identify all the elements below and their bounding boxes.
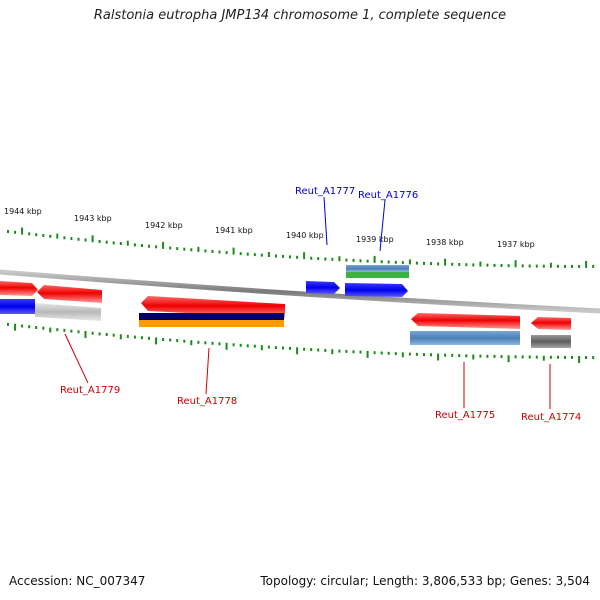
gene-reut-a1778[interactable]	[141, 296, 285, 318]
gene-reut-a1774-track[interactable]	[531, 335, 571, 348]
gene-reut-a1776-track[interactable]	[346, 265, 409, 272]
gene-label-reut-a1776[interactable]: Reut_A1776	[358, 190, 418, 201]
gene-label-reut-a1775[interactable]: Reut_A1775	[435, 410, 495, 421]
gene-leader-lines	[64, 196, 551, 409]
gene-label-reut-a1774[interactable]: Reut_A1774	[521, 412, 581, 423]
reverse-genes	[0, 296, 571, 348]
gene-label-reut-a1777[interactable]: Reut_A1777	[295, 186, 355, 197]
accession-text: Accession: NC_007347	[9, 574, 146, 588]
scale-label: 1941 kbp	[215, 226, 253, 235]
map-title: Ralstonia eutropha JMP134 chromosome 1, …	[93, 8, 507, 23]
scale-label: 1944 kbp	[4, 207, 42, 216]
gene-reut-a1777[interactable]	[306, 281, 340, 294]
scale-label: 1942 kbp	[145, 221, 183, 230]
gene-label-reut-a1778[interactable]: Reut_A1778	[177, 396, 237, 407]
leader-reut-a1777	[323, 196, 328, 246]
gene-reut-a1775[interactable]	[411, 313, 520, 329]
gene-label-reut-a1779[interactable]: Reut_A1779	[60, 385, 120, 396]
leader-reut-a1778	[205, 347, 210, 395]
gene-reut-a1779[interactable]	[35, 303, 101, 321]
scale-ticks-reverse	[7, 322, 595, 363]
gene-reut-a1778-track-orange[interactable]	[139, 320, 284, 327]
gene-left-blue[interactable]	[0, 299, 35, 314]
scale-label: 1938 kbp	[426, 238, 464, 247]
scale-labels: 1944 kbp 1943 kbp 1942 kbp 1941 kbp 1940…	[4, 207, 535, 249]
gene-labels: Reut_A1777 Reut_A1776 Reut_A1779 Reut_A1…	[60, 186, 581, 423]
gene-left-red-1[interactable]	[0, 281, 38, 296]
scale-ticks-forward	[7, 227, 595, 268]
sequence-summary-text: Topology: circular; Length: 3,806,533 bp…	[260, 574, 590, 588]
forward-genes	[0, 265, 409, 303]
gene-left-red-2[interactable]	[37, 285, 102, 303]
gene-reut-a1776[interactable]	[345, 283, 408, 297]
leader-reut-a1776	[379, 199, 386, 252]
gene-reut-a1775-track[interactable]	[410, 331, 520, 345]
gene-reut-a1774[interactable]	[531, 317, 571, 330]
chromosome-backbone	[0, 269, 600, 314]
scale-label: 1937 kbp	[497, 240, 535, 249]
scale-label: 1940 kbp	[286, 231, 324, 240]
gene-reut-a1776-track-green[interactable]	[346, 272, 409, 278]
leader-reut-a1779	[64, 333, 89, 384]
scale-label: 1943 kbp	[74, 214, 112, 223]
gene-reut-a1778-track-navy[interactable]	[139, 313, 284, 320]
scale-label: 1939 kbp	[356, 235, 394, 244]
